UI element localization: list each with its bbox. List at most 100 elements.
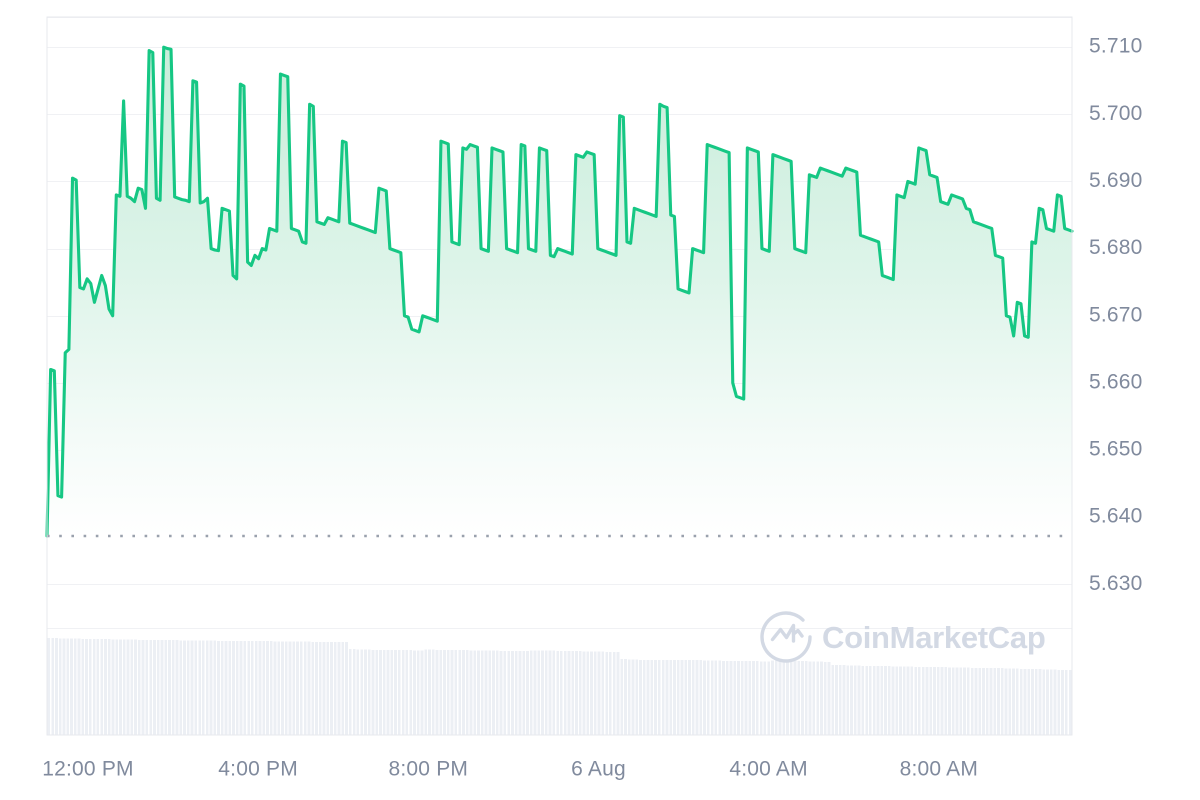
coinmarketcap-watermark: CoinMarketCap bbox=[760, 611, 1046, 663]
volume-bar bbox=[420, 650, 424, 735]
volume-bar bbox=[311, 641, 315, 735]
volume-bar bbox=[853, 665, 857, 735]
volume-bar bbox=[333, 642, 337, 735]
volume-bar bbox=[823, 661, 827, 735]
volume-bar bbox=[526, 651, 529, 735]
volume-bar bbox=[556, 651, 559, 735]
volume-bar bbox=[247, 641, 250, 735]
volume-bar bbox=[627, 659, 631, 735]
volume-bar bbox=[243, 641, 247, 735]
volume-bar bbox=[748, 661, 752, 735]
volume-bar bbox=[789, 660, 793, 735]
volume-bar bbox=[778, 660, 782, 735]
volume-bar bbox=[296, 641, 299, 735]
volume-bar bbox=[552, 650, 556, 735]
volume-bar bbox=[254, 641, 258, 735]
volume-bar bbox=[292, 641, 296, 735]
volume-bar bbox=[232, 641, 235, 735]
volume-bar bbox=[51, 638, 55, 735]
volume-bar bbox=[235, 641, 239, 735]
volume-bar bbox=[786, 660, 789, 735]
volume-bar bbox=[910, 666, 914, 735]
y-axis-tick-label: 5.660 bbox=[1089, 370, 1143, 393]
volume-bar bbox=[239, 641, 243, 735]
volume-bar bbox=[416, 650, 420, 735]
volume-bar bbox=[88, 639, 92, 735]
volume-bar bbox=[397, 650, 401, 735]
volume-bar bbox=[831, 665, 835, 735]
volume-bar bbox=[66, 638, 70, 735]
volume-bar bbox=[759, 661, 763, 735]
volume-bar bbox=[164, 640, 168, 735]
volume-bar bbox=[149, 640, 152, 735]
volume-bar bbox=[544, 650, 548, 735]
volume-bar bbox=[639, 659, 642, 735]
volume-bar bbox=[439, 649, 443, 735]
volume-bar bbox=[394, 650, 397, 735]
volume-bar bbox=[631, 659, 635, 735]
price-line bbox=[45, 45, 1074, 538]
volume-bar bbox=[228, 640, 232, 735]
volume-bar bbox=[269, 641, 273, 735]
volume-bar bbox=[895, 666, 899, 735]
volume-bar bbox=[884, 666, 887, 735]
volume-bar bbox=[812, 661, 816, 735]
volume-bar bbox=[262, 641, 266, 735]
volume-bar bbox=[560, 651, 563, 735]
volume-bar bbox=[959, 667, 963, 735]
volume-bar bbox=[465, 650, 469, 735]
volume-bars-group bbox=[47, 638, 1072, 735]
volume-bar bbox=[887, 666, 891, 735]
volume-bar bbox=[58, 638, 62, 735]
volume-bar bbox=[145, 640, 149, 735]
volume-bar bbox=[281, 641, 284, 735]
volume-bar bbox=[646, 659, 650, 735]
volume-bar bbox=[740, 661, 744, 735]
watermark-label: CoinMarketCap bbox=[822, 620, 1045, 655]
volume-bar bbox=[379, 649, 382, 735]
volume-bar bbox=[303, 641, 307, 735]
volume-bar bbox=[899, 666, 902, 735]
volume-bar bbox=[808, 661, 812, 735]
volume-bar bbox=[126, 639, 130, 735]
volume-bar bbox=[156, 640, 160, 735]
volume-bar bbox=[390, 650, 394, 735]
coinmarketcap-circle-logo-icon bbox=[760, 611, 812, 663]
volume-bar bbox=[171, 640, 175, 735]
volume-bar bbox=[307, 641, 311, 735]
volume-bar bbox=[1064, 670, 1068, 735]
y-axis-tick-label: 5.650 bbox=[1089, 438, 1143, 461]
volume-bar bbox=[838, 665, 842, 735]
volume-bar bbox=[537, 650, 541, 735]
volume-bar bbox=[183, 640, 186, 735]
volume-bar bbox=[115, 639, 119, 735]
volume-bar bbox=[511, 650, 514, 735]
volume-bar bbox=[857, 665, 861, 735]
volume-bar bbox=[755, 661, 759, 735]
volume-bar bbox=[1004, 668, 1008, 735]
volume-bar bbox=[665, 660, 669, 735]
volume-bar bbox=[593, 651, 597, 735]
volume-bar bbox=[963, 667, 966, 735]
volume-bar bbox=[386, 650, 390, 735]
volume-bar bbox=[567, 651, 571, 735]
volume-bar bbox=[477, 650, 480, 735]
y-axis-tick-label: 5.680 bbox=[1089, 236, 1143, 259]
volume-bar bbox=[955, 667, 959, 735]
volume-bar bbox=[869, 666, 872, 735]
volume-bar bbox=[284, 641, 288, 735]
volume-bar bbox=[582, 651, 586, 735]
volume-bar bbox=[522, 651, 526, 735]
volume-bar bbox=[277, 641, 281, 735]
volume-bar bbox=[266, 641, 269, 735]
volume-bar bbox=[563, 651, 567, 735]
volume-bar bbox=[729, 660, 733, 735]
volume-bar bbox=[872, 666, 876, 735]
y-axis-tick-label: 5.710 bbox=[1089, 35, 1143, 58]
volume-bar bbox=[484, 650, 488, 735]
volume-bar bbox=[654, 660, 657, 735]
volume-bar bbox=[820, 661, 823, 735]
volume-bar bbox=[413, 650, 416, 735]
volume-bar bbox=[710, 660, 714, 735]
